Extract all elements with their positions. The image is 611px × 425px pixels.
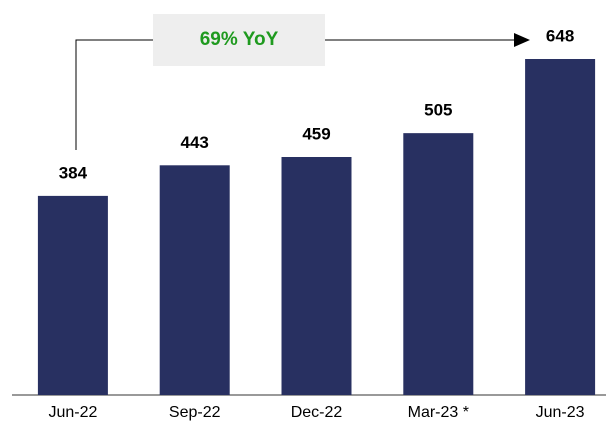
data-label: 459 bbox=[302, 124, 330, 143]
x-tick-label: Dec-22 bbox=[291, 404, 343, 421]
annotation: 69% YoY bbox=[200, 29, 279, 50]
x-tick-label: Jun-22 bbox=[48, 404, 97, 421]
bar bbox=[281, 157, 352, 395]
bar bbox=[159, 165, 230, 395]
annotation-line-left bbox=[75, 39, 153, 150]
annotation-box bbox=[153, 14, 325, 66]
annotation-arrowhead bbox=[514, 33, 530, 47]
data-label: 648 bbox=[546, 26, 574, 45]
x-tick-label: Sep-22 bbox=[169, 404, 221, 421]
data-label: 505 bbox=[424, 101, 452, 120]
bar bbox=[525, 59, 596, 395]
x-tick-label: Jun-23 bbox=[536, 404, 585, 421]
x-tick-label: Mar-23 * bbox=[408, 404, 469, 421]
bar bbox=[37, 195, 108, 395]
data-label: 443 bbox=[181, 133, 209, 152]
data-label: 384 bbox=[59, 163, 88, 182]
bar bbox=[403, 133, 474, 396]
